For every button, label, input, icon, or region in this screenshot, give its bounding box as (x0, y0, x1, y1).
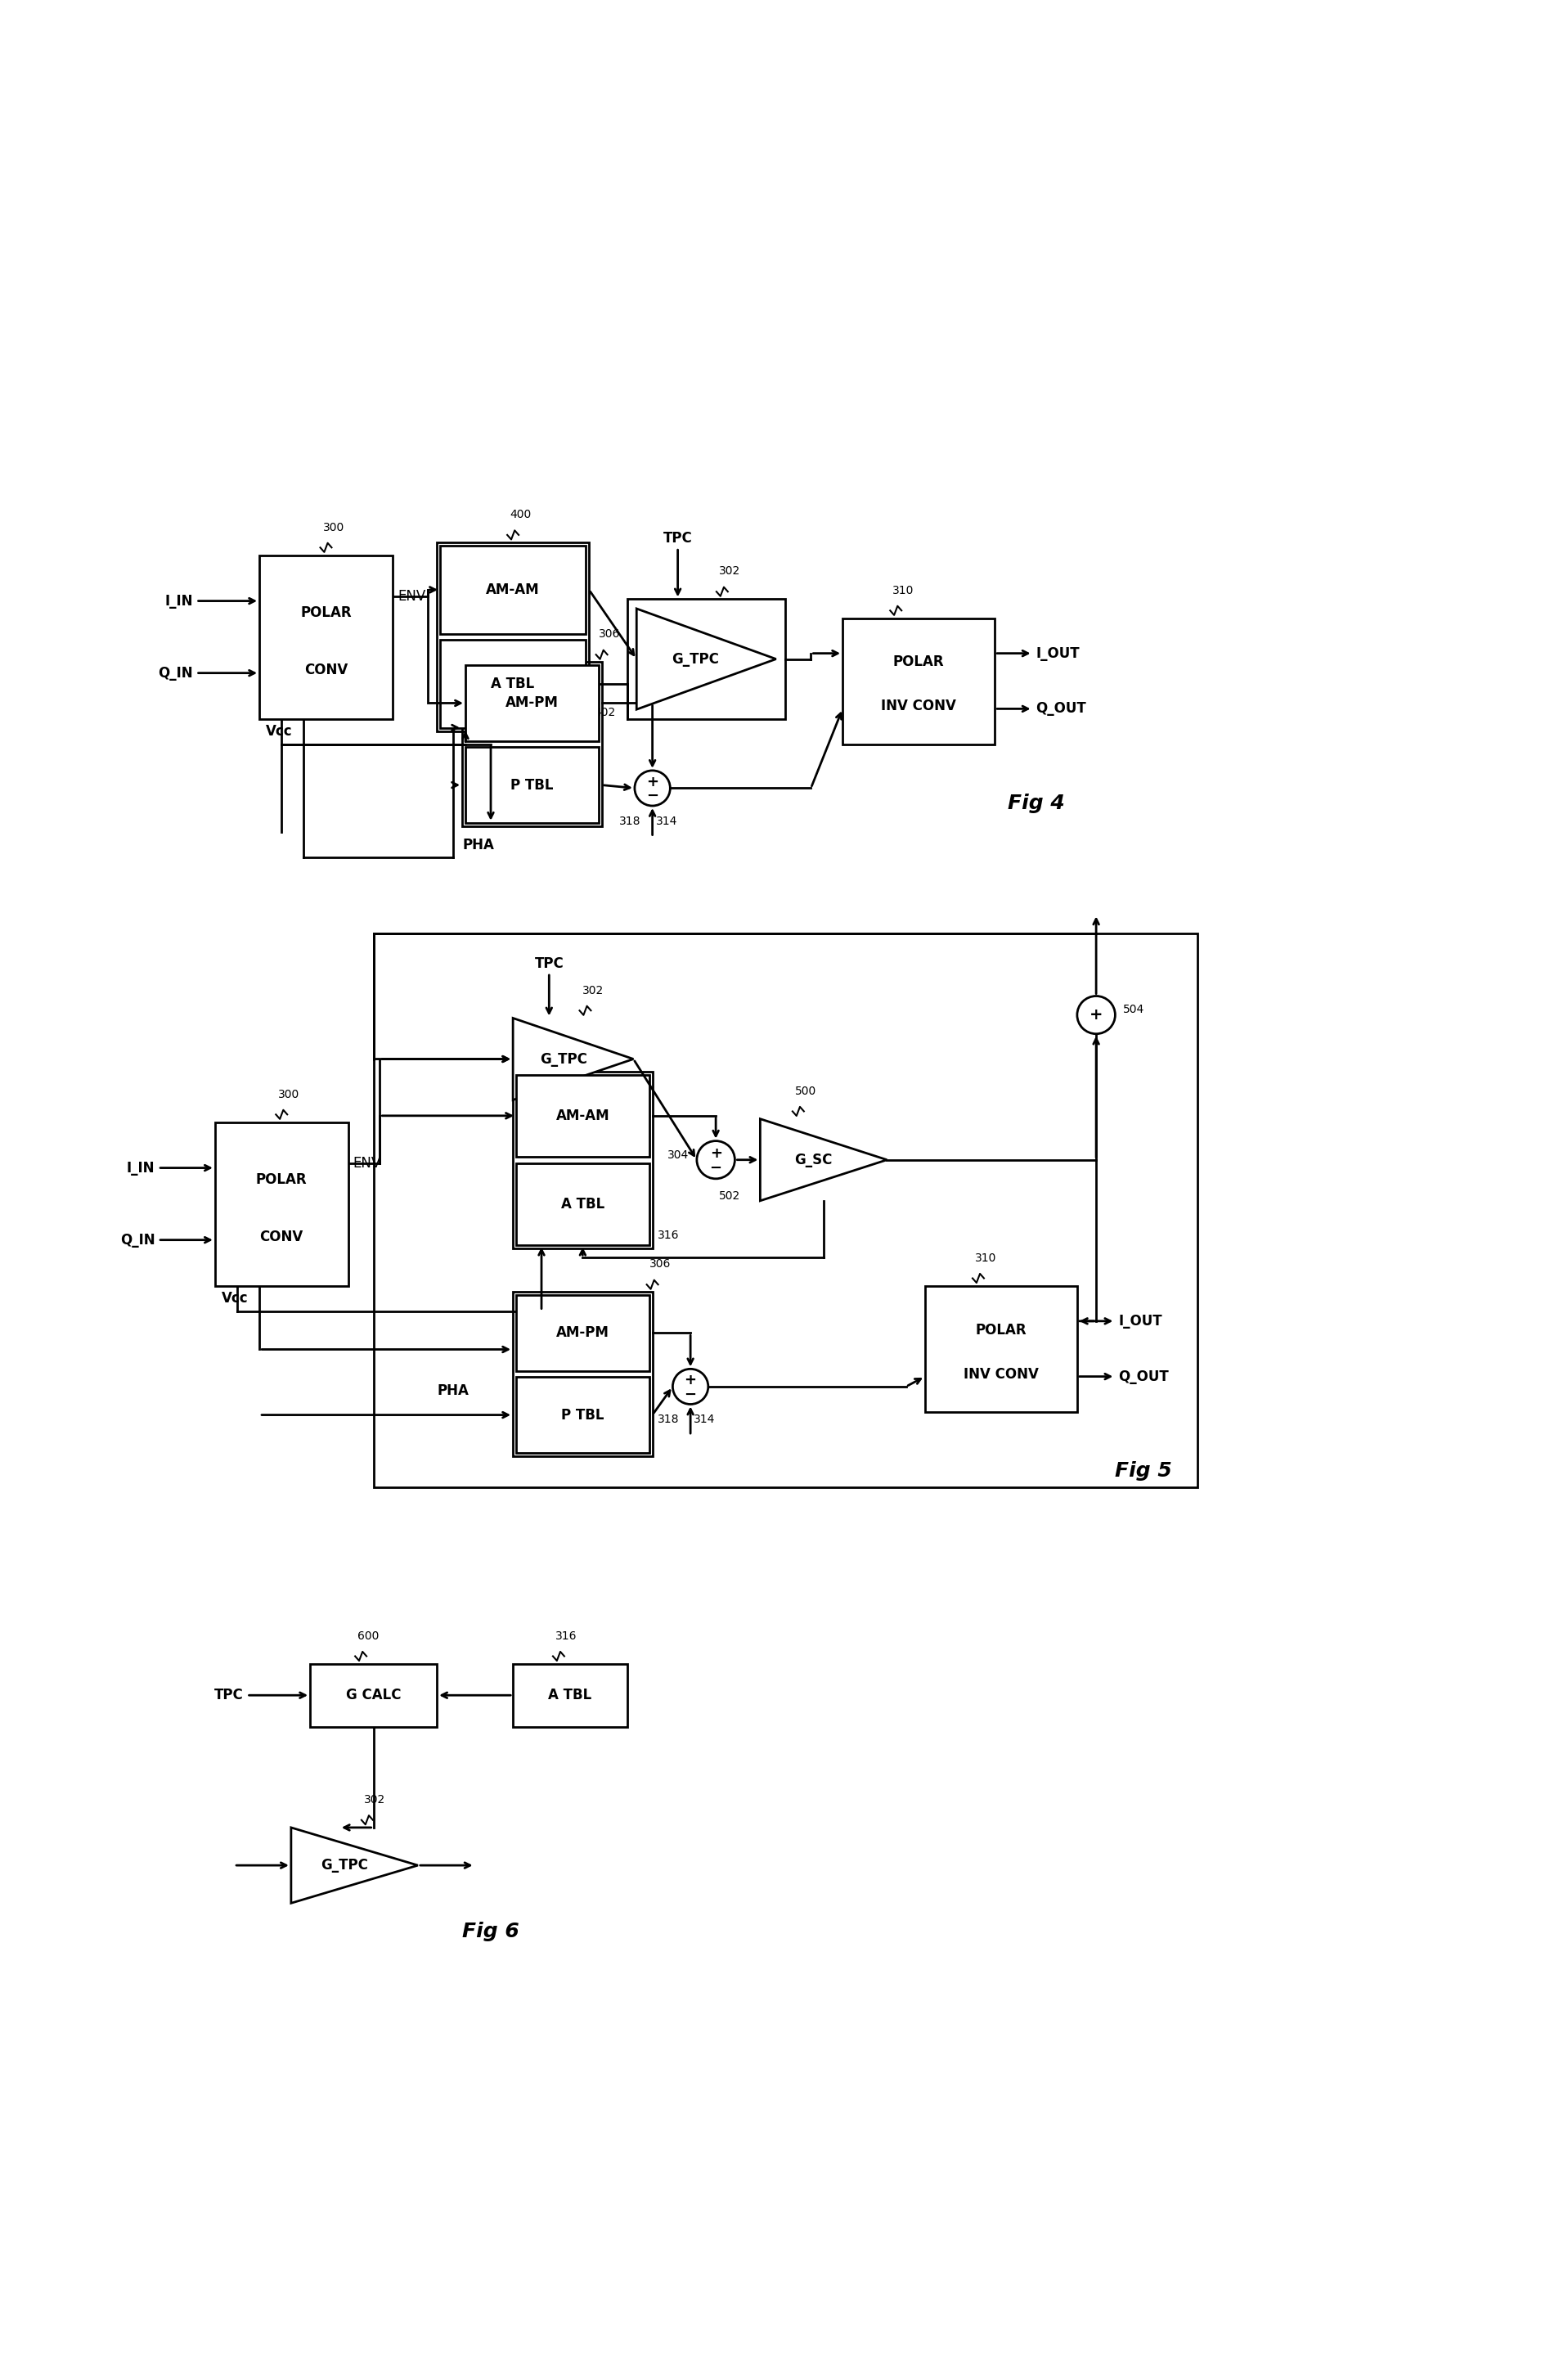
Text: TPC: TPC (663, 531, 693, 545)
Text: Fig 5: Fig 5 (1115, 1461, 1173, 1482)
Text: −: − (646, 790, 659, 804)
Text: Q_OUT: Q_OUT (1036, 702, 1087, 716)
Text: Fig 6: Fig 6 (463, 1922, 519, 1941)
Text: Q_OUT: Q_OUT (1118, 1370, 1168, 1385)
Text: ENV: ENV (398, 588, 425, 604)
FancyBboxPatch shape (310, 1663, 437, 1727)
Circle shape (673, 1368, 709, 1404)
Circle shape (1077, 997, 1115, 1035)
Text: 306: 306 (649, 1258, 671, 1270)
Text: 300: 300 (279, 1090, 299, 1099)
Text: TPC: TPC (215, 1687, 243, 1703)
Polygon shape (637, 609, 776, 709)
Text: 314: 314 (693, 1413, 715, 1425)
Text: A TBL: A TBL (561, 1197, 604, 1211)
Text: Vcc: Vcc (221, 1292, 248, 1306)
FancyBboxPatch shape (215, 1123, 348, 1285)
Text: AM-PM: AM-PM (557, 1325, 610, 1339)
Text: 502: 502 (720, 1190, 740, 1201)
Text: POLAR: POLAR (975, 1323, 1027, 1337)
FancyBboxPatch shape (466, 666, 599, 740)
Text: P TBL: P TBL (511, 778, 554, 792)
Text: 300: 300 (323, 521, 345, 533)
FancyBboxPatch shape (441, 545, 586, 633)
Text: 600: 600 (358, 1630, 379, 1642)
Text: 504: 504 (1123, 1004, 1145, 1016)
Text: G_TPC: G_TPC (321, 1858, 368, 1872)
Text: AM-AM: AM-AM (555, 1109, 610, 1123)
Polygon shape (292, 1827, 417, 1903)
Text: 500: 500 (795, 1085, 817, 1097)
Text: ENV: ENV (353, 1156, 381, 1170)
FancyBboxPatch shape (516, 1294, 649, 1370)
Text: 316: 316 (555, 1630, 577, 1642)
Text: I_IN: I_IN (127, 1161, 155, 1175)
Text: Q_IN: Q_IN (158, 666, 193, 680)
Text: Vcc: Vcc (265, 723, 292, 740)
Text: I_OUT: I_OUT (1036, 647, 1080, 661)
Text: +: + (1090, 1006, 1102, 1023)
Text: I_OUT: I_OUT (1118, 1313, 1162, 1327)
Text: 302: 302 (720, 566, 740, 578)
Text: 318: 318 (657, 1413, 679, 1425)
Text: A TBL: A TBL (491, 678, 535, 692)
Text: PHA: PHA (463, 837, 494, 852)
Text: CONV: CONV (304, 661, 348, 678)
Text: I_IN: I_IN (165, 595, 193, 609)
Text: Fig 4: Fig 4 (1007, 795, 1065, 814)
FancyBboxPatch shape (516, 1163, 649, 1244)
Text: POLAR: POLAR (894, 654, 944, 668)
FancyBboxPatch shape (516, 1075, 649, 1156)
FancyBboxPatch shape (513, 1663, 627, 1727)
Text: +: + (710, 1147, 721, 1161)
Text: 316: 316 (657, 1230, 679, 1242)
FancyBboxPatch shape (516, 1377, 649, 1454)
FancyBboxPatch shape (259, 554, 392, 718)
Text: 314: 314 (655, 816, 677, 828)
FancyBboxPatch shape (842, 619, 994, 745)
Text: 318: 318 (619, 816, 641, 828)
Text: 302: 302 (364, 1794, 386, 1806)
Polygon shape (513, 1018, 633, 1099)
Polygon shape (760, 1118, 887, 1201)
Text: AM-PM: AM-PM (505, 695, 558, 711)
Text: G_TPC: G_TPC (671, 652, 718, 666)
Text: +: + (684, 1373, 696, 1387)
FancyBboxPatch shape (466, 747, 599, 823)
Circle shape (696, 1142, 735, 1178)
FancyBboxPatch shape (441, 640, 586, 728)
Text: 400: 400 (510, 509, 532, 521)
Text: A TBL: A TBL (549, 1687, 591, 1703)
Text: +: + (646, 776, 659, 790)
Text: −: − (710, 1161, 721, 1175)
Text: AM-AM: AM-AM (486, 583, 539, 597)
Text: POLAR: POLAR (301, 604, 351, 621)
Text: 310: 310 (975, 1251, 997, 1263)
Text: 306: 306 (599, 628, 619, 640)
Text: 310: 310 (892, 585, 914, 597)
Text: G CALC: G CALC (347, 1687, 401, 1703)
FancyBboxPatch shape (925, 1285, 1077, 1411)
Text: 302: 302 (582, 985, 604, 997)
Text: 304: 304 (668, 1149, 690, 1161)
Text: INV CONV: INV CONV (881, 699, 956, 714)
Text: G_TPC: G_TPC (539, 1052, 586, 1066)
Text: POLAR: POLAR (256, 1173, 307, 1187)
Text: INV CONV: INV CONV (963, 1366, 1038, 1382)
Text: 402: 402 (594, 707, 616, 718)
Text: G_SC: G_SC (795, 1151, 833, 1168)
Text: CONV: CONV (260, 1230, 303, 1244)
Text: Q_IN: Q_IN (119, 1232, 155, 1247)
Text: PHA: PHA (437, 1382, 469, 1399)
Text: TPC: TPC (535, 956, 564, 971)
Circle shape (635, 771, 670, 806)
Text: −: − (684, 1387, 696, 1401)
Text: P TBL: P TBL (561, 1408, 604, 1423)
